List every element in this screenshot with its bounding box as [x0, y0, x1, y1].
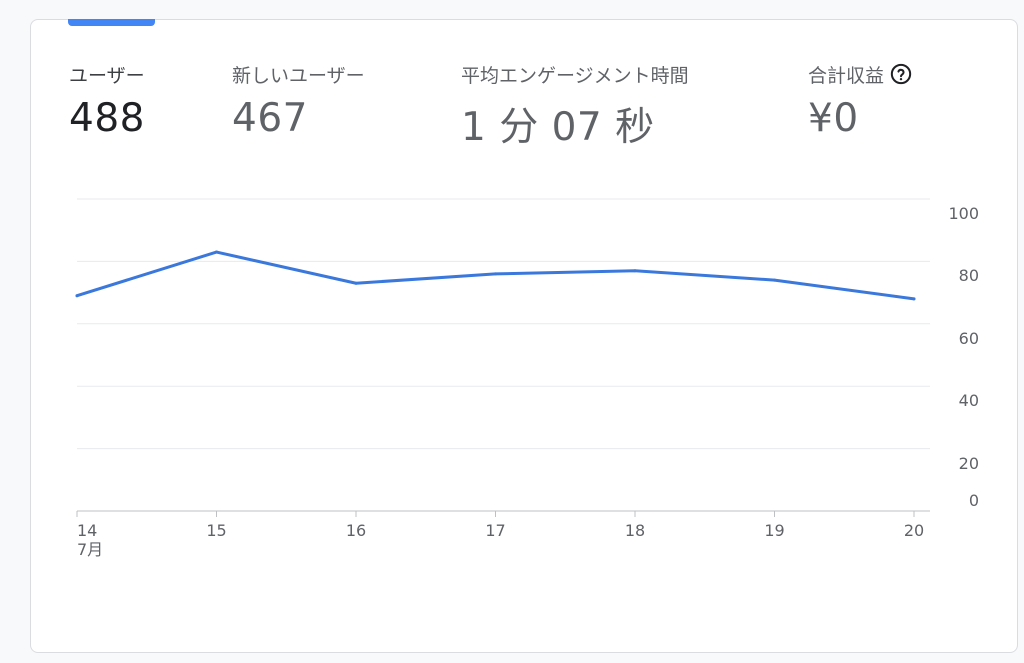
metric-total-revenue-label: 合計収益 — [808, 64, 885, 87]
metric-users[interactable]: ユーザー 488 — [69, 58, 145, 142]
y-tick-label: 100 — [948, 204, 979, 223]
data-point — [75, 294, 79, 298]
y-tick-label: 60 — [959, 329, 979, 348]
metric-avg-engagement-time[interactable]: 平均エンゲージメント時間 1 分 07 秒 — [461, 58, 689, 152]
y-tick-label: 40 — [959, 391, 979, 410]
metric-total-revenue-header: 合計収益 — [808, 58, 912, 90]
metric-total-revenue[interactable]: 合計収益 ¥0 — [808, 58, 912, 141]
data-point — [354, 281, 358, 285]
y-tick-label: 20 — [959, 454, 979, 473]
selected-tab-indicator — [68, 19, 155, 26]
data-point — [633, 269, 637, 273]
y-tick-label: 0 — [969, 491, 979, 510]
data-point — [494, 272, 497, 276]
x-tick-label: 20 — [904, 521, 924, 540]
metric-avg-engagement-time-value: 1 分 07 秒 — [461, 105, 655, 150]
x-tick-label: 19 — [764, 521, 784, 540]
x-tick-label: 16 — [346, 521, 366, 540]
metric-avg-engagement-time-label: 平均エンゲージメント時間 — [461, 64, 689, 87]
x-tick-label: 18 — [625, 521, 645, 540]
data-point — [912, 297, 916, 301]
x-tick-label: 15 — [206, 521, 226, 540]
x-month-label: 7月 — [77, 540, 103, 559]
data-point — [215, 250, 218, 254]
metric-total-revenue-value: ¥0 — [808, 96, 859, 141]
x-tick-label: 14 — [77, 521, 97, 540]
help-circle-icon[interactable] — [890, 63, 912, 85]
metric-users-label: ユーザー — [69, 64, 145, 87]
x-tick-label: 17 — [485, 521, 505, 540]
metrics-card — [30, 19, 1018, 653]
series-line — [75, 250, 916, 301]
y-tick-label: 80 — [959, 266, 979, 285]
metric-new-users-label: 新しいユーザー — [232, 64, 365, 87]
data-point — [773, 278, 776, 282]
metric-new-users-value: 467 — [232, 96, 308, 141]
metric-new-users[interactable]: 新しいユーザー 467 — [232, 58, 365, 142]
metric-users-value: 488 — [69, 96, 145, 141]
